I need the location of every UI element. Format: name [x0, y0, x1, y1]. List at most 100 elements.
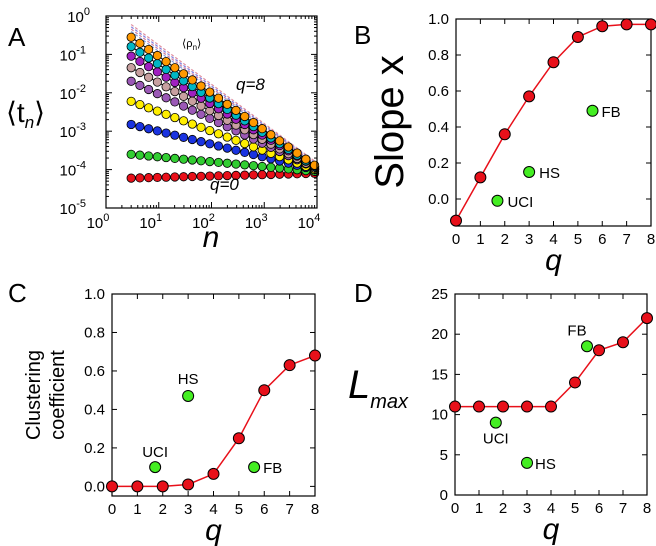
tick-base: 10: [298, 215, 315, 232]
data-point-q7: [135, 47, 145, 57]
x-tick-label: 104: [298, 212, 321, 232]
model-point: [641, 312, 653, 325]
x-tick-label: 5: [571, 500, 579, 517]
y-axis-label: Slope x: [368, 55, 412, 188]
rho-guide-line: [130, 26, 318, 165]
data-point-q8: [292, 148, 302, 158]
data-point-q2: [248, 149, 259, 160]
data-point-q8: [170, 63, 180, 73]
model-point: [521, 400, 533, 413]
data-point-q2: [135, 121, 145, 132]
data-point-q8: [178, 69, 189, 79]
data-point-q8: [126, 32, 136, 42]
data-point-q7: [126, 41, 136, 52]
dataset-label-hs: HS: [178, 371, 199, 388]
data-point-q4: [161, 93, 171, 103]
dataset-label-hs: HS: [539, 165, 560, 182]
data-point-q8: [144, 44, 154, 55]
dataset-label-fb: FB: [263, 460, 282, 477]
dataset-label-fb: FB: [567, 322, 586, 339]
data-point-q6: [144, 62, 154, 72]
q8-annotation: q=8: [236, 75, 265, 94]
data-point-q2: [144, 124, 154, 134]
data-point-q4: [187, 105, 197, 115]
panel-letter-b: B: [354, 20, 371, 50]
model-point: [523, 90, 536, 103]
dataset-label-fb: FB: [602, 104, 621, 121]
data-point-q8: [152, 50, 162, 61]
axes-frame: [111, 293, 316, 497]
y-tick-label: 10-1: [60, 44, 86, 64]
data-point-q5: [187, 96, 197, 106]
x-tick-label: 6: [595, 500, 603, 517]
y-axis-label-line1: Clustering: [23, 350, 45, 440]
data-point-q2: [196, 137, 206, 147]
tick-exponent: -1: [76, 44, 86, 56]
x-tick-label: 5: [574, 231, 582, 248]
dataset-point-fb: [586, 104, 599, 117]
model-point: [498, 128, 511, 141]
data-point-q1: [257, 161, 267, 172]
y-tick-label: 10-5: [60, 198, 86, 218]
y-axis-label-line2: coefficient: [47, 350, 69, 440]
data-point-q4: [135, 80, 145, 90]
tick-exponent: 3: [262, 212, 268, 224]
model-point: [131, 480, 144, 493]
tick-exponent: 0: [103, 212, 109, 224]
data-point-q4: [144, 84, 154, 95]
model-point: [645, 18, 656, 31]
data-point-q0: [135, 173, 145, 183]
data-point-q0: [240, 170, 250, 180]
y-tick-label: 0.4: [84, 401, 105, 418]
tick-base: 10: [87, 215, 104, 232]
y-tick-label: 1.0: [428, 11, 449, 28]
x-tick-label: 101: [139, 212, 162, 232]
series-fit-line: [131, 100, 315, 171]
data-point-q1: [196, 156, 206, 166]
y-tick-label: 100: [67, 6, 90, 26]
data-point-q1: [231, 159, 241, 169]
data-point-q8: [283, 142, 293, 152]
data-point-q0: [257, 170, 267, 180]
data-point-q1: [240, 160, 250, 170]
panel-letter-c: C: [8, 278, 27, 308]
data-point-q8: [161, 57, 171, 67]
q0-annotation: q=0: [210, 175, 239, 194]
data-point-q3: [196, 122, 206, 132]
data-point-q1: [170, 153, 180, 163]
dataset-point-hs: [523, 166, 536, 178]
x-tick-label: 8: [647, 231, 655, 248]
tick-base: 10: [60, 163, 77, 180]
x-tick-label: 5: [235, 501, 243, 518]
tick-base: 10: [60, 124, 77, 141]
model-point: [309, 349, 321, 362]
x-axis-label: q: [543, 513, 560, 546]
dataset-label-uci: UCI: [142, 444, 168, 461]
x-tick-label: 2: [501, 231, 509, 248]
model-point: [450, 214, 462, 227]
data-point-q0: [187, 171, 197, 182]
model-point: [474, 171, 487, 184]
data-point-q1: [178, 154, 189, 164]
y-tick-label: 25: [431, 286, 448, 303]
model-point: [449, 400, 461, 413]
x-tick-label: 103: [245, 212, 268, 232]
model-point: [258, 384, 271, 397]
data-point-q3: [178, 116, 189, 126]
tick-base: 10: [245, 215, 262, 232]
model-point: [283, 359, 296, 372]
data-point-q6: [161, 72, 171, 82]
data-point-q5: [178, 91, 189, 101]
data-point-q8: [196, 81, 206, 91]
data-point-q3: [187, 119, 197, 129]
x-tick-label: 7: [619, 500, 627, 517]
y-tick-label: 10-4: [60, 160, 86, 180]
model-point: [207, 467, 220, 480]
data-point-q2: [231, 145, 241, 155]
model-point: [545, 400, 557, 413]
tick-base: 10: [60, 201, 77, 218]
y-tick-label: 0.8: [428, 47, 449, 64]
data-point-q3: [135, 99, 145, 110]
x-tick-label: 8: [643, 500, 651, 517]
data-point-q5: [135, 67, 145, 78]
